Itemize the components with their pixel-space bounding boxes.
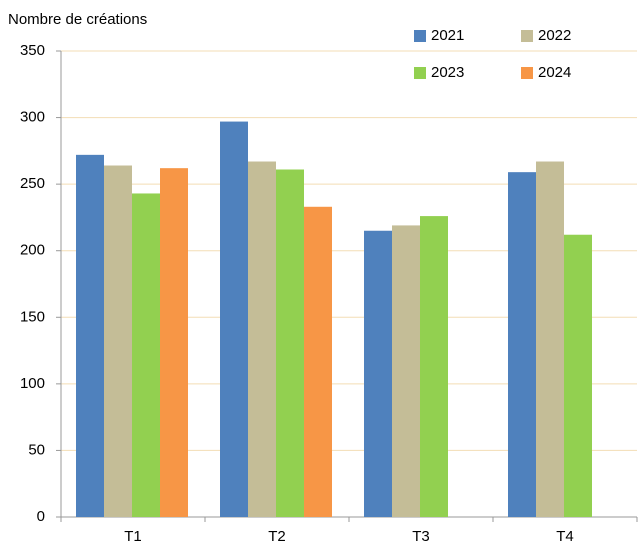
x-tick-label: T3 — [412, 528, 430, 544]
bar — [536, 161, 564, 517]
bar — [104, 165, 132, 517]
legend-swatch — [414, 30, 426, 42]
legend-swatch — [521, 30, 533, 42]
y-tick-label: 100 — [20, 375, 45, 392]
bar — [276, 169, 304, 518]
y-tick-label: 50 — [28, 441, 45, 458]
x-tick-label: T1 — [124, 528, 142, 544]
bar — [508, 172, 536, 517]
bar — [76, 154, 104, 517]
bar — [392, 225, 420, 517]
y-tick-label: 300 — [20, 109, 45, 126]
y-tick-label: 250 — [20, 175, 45, 192]
bar — [220, 121, 248, 518]
bar — [160, 168, 188, 517]
legend-swatch — [521, 67, 533, 79]
y-tick-label: 150 — [20, 308, 45, 325]
y-tick-label: 0 — [37, 508, 45, 525]
legend-label: 2021 — [431, 27, 464, 44]
y-tick-label: 350 — [20, 42, 45, 59]
bar — [364, 230, 392, 517]
bar — [132, 193, 160, 517]
bar — [420, 216, 448, 517]
bar — [304, 206, 332, 517]
legend-label: 2022 — [538, 27, 571, 44]
legend-label: 2024 — [538, 64, 571, 81]
x-tick-label: T2 — [268, 528, 286, 544]
x-tick-label: T4 — [556, 528, 574, 544]
legend-label: 2023 — [431, 64, 464, 81]
y-axis-title: Nombre de créations — [8, 11, 147, 28]
y-tick-label: 200 — [20, 242, 45, 259]
legend-swatch — [414, 67, 426, 79]
bar — [248, 161, 276, 517]
bar — [564, 234, 592, 518]
